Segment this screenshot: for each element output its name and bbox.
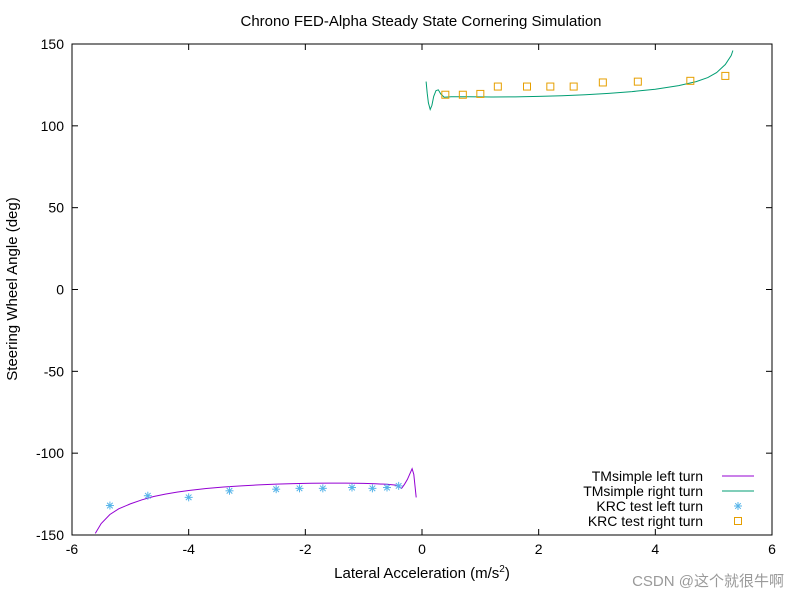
x-tick-label: -4 xyxy=(182,541,195,557)
data-point xyxy=(686,76,695,85)
x-tick-label: 4 xyxy=(651,541,659,557)
series-0 xyxy=(94,467,417,534)
data-point xyxy=(272,485,281,494)
x-axis-label: Lateral Acceleration (m/s2) xyxy=(334,564,510,582)
data-point xyxy=(368,484,377,493)
data-point xyxy=(383,483,391,492)
y-tick-label: 0 xyxy=(56,282,64,298)
data-point xyxy=(721,71,730,80)
data-point xyxy=(546,82,555,91)
x-tick-label: 6 xyxy=(768,541,776,557)
data-point xyxy=(441,90,450,99)
data-point xyxy=(633,77,642,86)
series-layer xyxy=(94,50,734,534)
data-point xyxy=(458,90,467,99)
y-tick-label: 100 xyxy=(41,118,65,134)
y-tick-label: -50 xyxy=(44,363,64,379)
watermark-text: CSDN @这个就很牛啊 xyxy=(632,573,784,590)
legend-entry: TMsimple right turn xyxy=(583,483,754,499)
legend-entry: TMsimple left turn xyxy=(592,468,754,484)
data-point xyxy=(476,89,485,98)
legend-swatch xyxy=(734,502,742,510)
data-point xyxy=(105,501,114,510)
axis-ticks: -6 -4 -2 0 2 4 6 -150 -100 -50 0 50 100 150 xyxy=(36,36,776,557)
y-tick-label: 150 xyxy=(41,36,65,52)
legend-entry: KRC test right turn xyxy=(588,513,742,529)
data-point xyxy=(225,486,234,495)
plot-frame xyxy=(71,43,773,536)
data-point xyxy=(184,493,193,502)
plot-border xyxy=(71,43,773,536)
x-tick-label: -2 xyxy=(299,541,312,557)
series-line xyxy=(94,467,417,534)
series-line xyxy=(425,50,734,112)
data-point xyxy=(493,82,502,91)
y-tick-label: -100 xyxy=(36,445,64,461)
data-point xyxy=(598,78,607,87)
x-tick-label: 2 xyxy=(535,541,543,557)
y-axis-label: Steering Wheel Angle (deg) xyxy=(4,197,21,380)
x-axis-label-close: ) xyxy=(505,565,510,582)
x-tick-label: 0 xyxy=(418,541,426,557)
legend-label: KRC test right turn xyxy=(588,513,703,529)
chart-title: Chrono FED-Alpha Steady State Cornering … xyxy=(240,13,601,30)
x-axis-label-text: Lateral Acceleration (m/s xyxy=(334,565,499,582)
series-2 xyxy=(105,481,403,510)
legend-label: TMsimple right turn xyxy=(583,483,703,499)
series-1 xyxy=(425,50,734,112)
y-tick-label: 50 xyxy=(48,200,64,216)
x-axis-label-superscript: 2 xyxy=(499,564,505,575)
legend-label: TMsimple left turn xyxy=(592,468,703,484)
legend-swatch xyxy=(734,517,742,525)
x-tick-label: -6 xyxy=(66,541,79,557)
data-point xyxy=(348,483,356,492)
data-point xyxy=(523,82,531,91)
data-point xyxy=(394,481,403,490)
y-tick-label: -150 xyxy=(36,527,64,543)
data-point xyxy=(318,484,327,493)
data-point xyxy=(295,484,304,493)
series-3 xyxy=(441,71,730,99)
legend-label: KRC test left turn xyxy=(596,498,703,514)
data-point xyxy=(569,82,578,91)
legend-entry: KRC test left turn xyxy=(596,498,742,514)
data-point xyxy=(143,491,152,500)
